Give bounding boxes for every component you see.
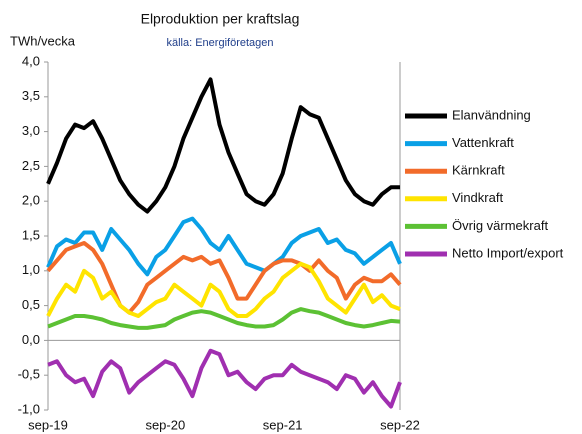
series-line: [46, 261, 401, 318]
y-tick-label: -0,5: [18, 367, 40, 382]
y-tick-label: 0,5: [22, 297, 40, 312]
legend-label: Netto Import/export: [452, 245, 564, 260]
y-tick-label: 3,0: [22, 123, 40, 138]
series-line: [46, 216, 402, 277]
y-axis-label: TWh/vecka: [10, 33, 76, 48]
legend-label: Övrig värmekraft: [452, 218, 548, 233]
x-tick-label: sep-19: [28, 417, 68, 432]
legend-label: Vindkraft: [452, 190, 503, 205]
series-line: [46, 77, 400, 214]
legend-label: Kärnkraft: [452, 163, 505, 178]
y-tick-label: 3,5: [22, 88, 40, 103]
y-tick-label: 4,0: [22, 53, 40, 68]
series-line: [46, 241, 402, 315]
chart-title: Elproduktion per kraftslag: [141, 11, 300, 27]
x-tick-label: sep-22: [380, 417, 420, 432]
x-tick-label: sep-20: [145, 417, 185, 432]
x-tick-label: sep-21: [263, 417, 303, 432]
legend-label: Elanvändning: [452, 107, 531, 122]
y-tick-label: 0,0: [22, 332, 40, 347]
legend-label: Vattenkraft: [452, 135, 514, 150]
chart-subtitle: källa: Energiföretagen: [166, 37, 273, 49]
y-tick-label: -1,0: [18, 401, 40, 416]
y-tick-label: 2,0: [22, 193, 40, 208]
y-tick-label: 1,0: [22, 262, 40, 277]
series-line: [47, 307, 401, 330]
y-tick-label: 2,5: [22, 158, 40, 173]
y-tick-label: 1,5: [22, 227, 40, 242]
series-line: [47, 348, 402, 409]
